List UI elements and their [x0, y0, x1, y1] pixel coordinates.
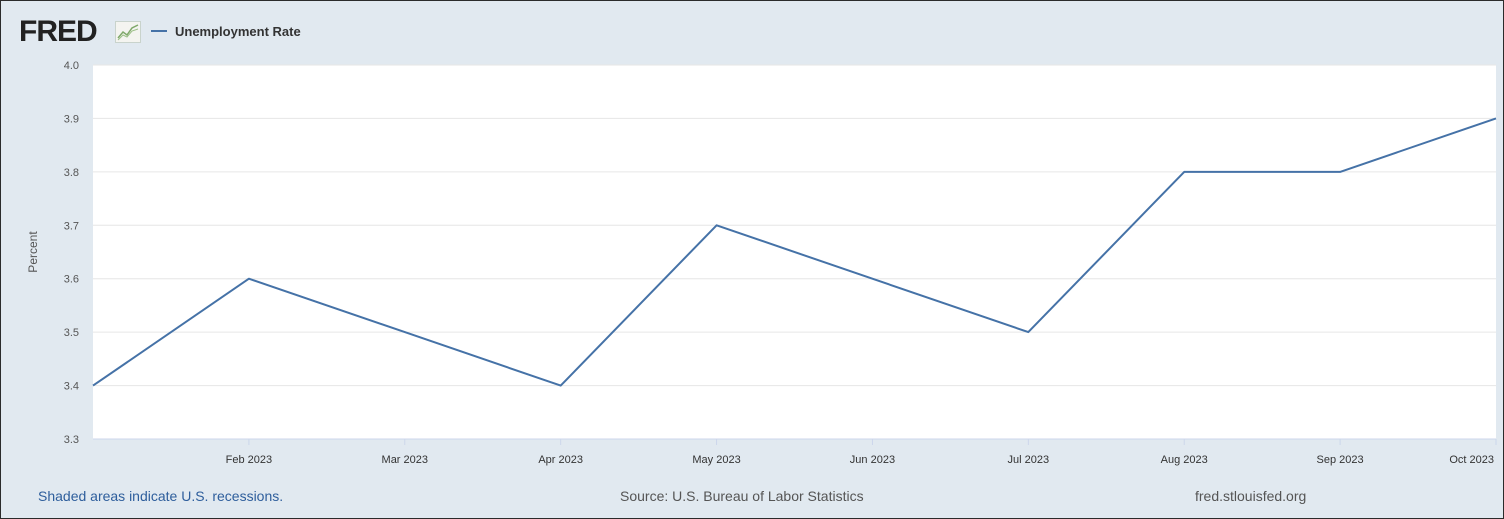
x-tick-label: Apr 2023 — [538, 454, 583, 466]
x-axis-ticks: Feb 2023 Mar 2023 Apr 2023 May 2023 Jun 2023… — [93, 438, 1497, 466]
y-tick-label: 3.6 — [64, 274, 79, 286]
series-line-unemployment-rate[interactable] — [92, 117, 1497, 387]
recession-note-link[interactable]: Shaded areas indicate U.S. recessions. — [38, 488, 284, 504]
x-tick-label: Aug 2023 — [1161, 454, 1208, 466]
y-axis-label: Percent — [26, 231, 40, 273]
y-tick-label: 3.4 — [64, 381, 79, 393]
site-link[interactable]: fred.stlouisfed.org — [1195, 488, 1307, 504]
fred-logo[interactable]: FRED — [19, 15, 98, 48]
series-layer — [92, 117, 1497, 387]
x-tick-label: Feb 2023 — [226, 454, 272, 466]
x-tick-label: Jul 2023 — [1008, 454, 1050, 466]
y-tick-label: 3.7 — [64, 220, 79, 232]
legend-series-swatch — [151, 30, 167, 32]
y-tick-label: 3.8 — [64, 167, 79, 179]
y-tick-label: 4.0 — [64, 60, 79, 72]
y-tick-label: 3.3 — [64, 434, 79, 446]
legend[interactable]: Unemployment Rate — [151, 21, 301, 41]
line-chart[interactable]: 3.3 3.4 3.5 3.6 3.7 3.8 3.9 4.0 Feb 2023 Mar 202… — [1, 1, 1503, 481]
y-tick-label: 3.9 — [64, 113, 79, 125]
x-tick-label: Oct 2023 — [1449, 454, 1494, 466]
x-tick-label: Sep 2023 — [1317, 454, 1364, 466]
x-tick-label: Mar 2023 — [382, 454, 428, 466]
x-tick-label: Jun 2023 — [850, 454, 895, 466]
y-axis-ticks: 3.3 3.4 3.5 3.6 3.7 3.8 3.9 4.0 — [64, 60, 79, 446]
y-tick-label: 3.5 — [64, 327, 79, 339]
legend-label: Unemployment Rate — [175, 23, 301, 39]
x-tick-label: May 2023 — [692, 454, 740, 466]
fred-chart-icon — [115, 21, 141, 43]
source-note: Source: U.S. Bureau of Labor Statistics — [620, 488, 864, 504]
